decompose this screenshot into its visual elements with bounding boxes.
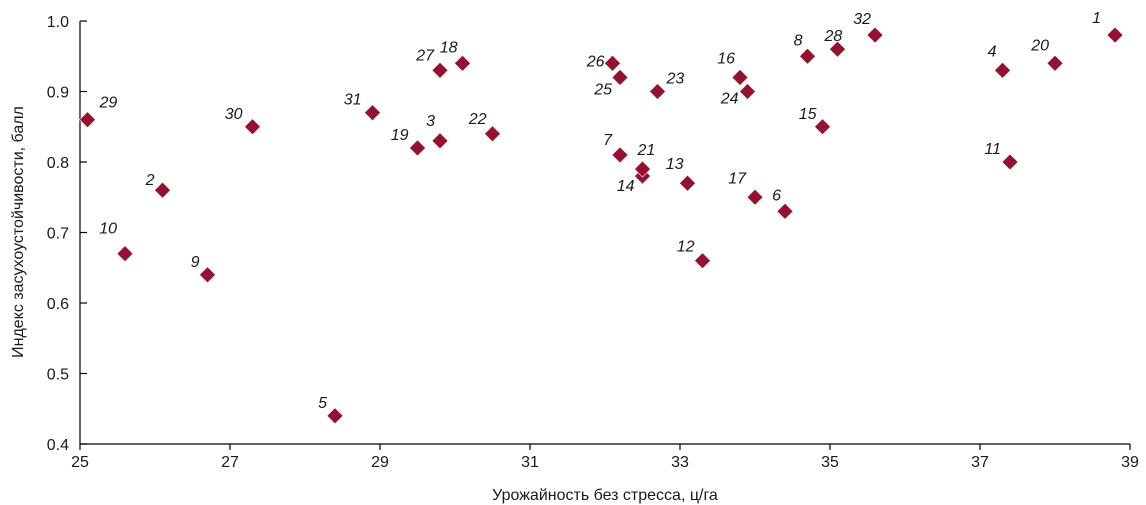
point-label: 30 — [225, 106, 243, 123]
data-point — [484, 125, 501, 143]
data-point — [634, 160, 651, 178]
point-label: 32 — [853, 11, 871, 28]
point-label: 1 — [1092, 10, 1101, 27]
point-label: 31 — [344, 92, 362, 109]
x-ticks: 25 27 29 31 33 35 37 39 — [71, 444, 1139, 471]
data-point — [731, 68, 749, 86]
point-label: 4 — [988, 43, 997, 60]
data-point — [431, 61, 449, 79]
point-labels: 1234567891011121314151617181920212223242… — [99, 10, 1102, 412]
point-label: 15 — [799, 106, 817, 123]
point-label: 22 — [468, 111, 487, 128]
data-point — [814, 118, 831, 136]
data-point — [1046, 54, 1064, 72]
point-label: 20 — [1030, 37, 1049, 54]
data-point — [1001, 153, 1019, 171]
data-point — [611, 146, 629, 164]
point-label: 10 — [99, 221, 117, 238]
y-tick-label: 1.0 — [47, 14, 69, 31]
point-label: 17 — [728, 170, 747, 187]
data-point — [1106, 26, 1124, 44]
data-point — [649, 83, 666, 100]
data-point — [611, 68, 629, 86]
point-label: 9 — [191, 254, 200, 271]
data-point — [994, 61, 1011, 79]
x-tick-label: 37 — [971, 454, 989, 471]
y-tick-label: 0.7 — [47, 226, 69, 243]
x-axis-title: Урожайность без стресса, ц/га — [492, 487, 718, 504]
x-tick-label: 31 — [521, 454, 539, 471]
data-point — [694, 252, 711, 270]
point-label: 11 — [984, 141, 1001, 158]
point-label: 28 — [824, 28, 843, 45]
point-label: 16 — [717, 50, 735, 67]
x-tick-label: 29 — [371, 454, 389, 471]
point-label: 14 — [617, 178, 635, 195]
point-label: 29 — [99, 95, 118, 112]
point-label: 5 — [318, 395, 327, 412]
point-label: 23 — [666, 71, 685, 88]
data-point — [604, 54, 621, 72]
point-label: 3 — [426, 113, 435, 130]
y-tick-label: 0.9 — [47, 85, 69, 102]
data-point — [739, 83, 756, 100]
point-label: 27 — [415, 47, 435, 64]
data-point — [454, 54, 471, 72]
data-point — [326, 407, 344, 425]
data-point — [244, 118, 261, 136]
point-label: 21 — [637, 142, 656, 159]
x-tick-label: 35 — [821, 454, 839, 471]
data-point — [409, 139, 426, 157]
point-label: 18 — [440, 39, 458, 56]
data-point — [116, 245, 134, 263]
data-point — [154, 181, 171, 199]
data-point — [829, 40, 846, 58]
data-point — [679, 174, 696, 192]
point-label: 13 — [666, 156, 684, 173]
point-label: 2 — [145, 172, 155, 189]
point-label: 24 — [720, 91, 739, 108]
x-tick-label: 25 — [71, 454, 89, 471]
data-point — [799, 47, 816, 65]
y-tick-label: 0.4 — [47, 437, 69, 454]
y-tick-label: 0.8 — [47, 155, 69, 172]
point-label: 8 — [794, 32, 803, 49]
x-tick-label: 39 — [1121, 454, 1139, 471]
y-axis-title: Индекс засухоустойчивости, балл — [10, 106, 27, 358]
data-point — [364, 104, 381, 122]
y-tick-label: 0.5 — [47, 367, 69, 384]
point-label: 6 — [772, 187, 781, 204]
point-label: 7 — [603, 132, 613, 149]
y-ticks: 0.4 0.5 0.6 0.7 0.8 0.9 1.0 — [47, 14, 87, 454]
data-point — [79, 111, 96, 129]
data-point — [776, 202, 794, 220]
point-label: 19 — [391, 127, 409, 144]
x-tick-label: 33 — [671, 454, 689, 471]
x-tick-label: 27 — [221, 454, 239, 471]
data-point — [746, 188, 764, 206]
point-label: 25 — [593, 81, 612, 98]
data-point — [199, 266, 216, 284]
y-tick-label: 0.6 — [47, 296, 69, 313]
data-point — [431, 132, 449, 150]
data-point — [866, 26, 884, 44]
point-label: 12 — [677, 239, 695, 256]
data-points — [79, 26, 1124, 425]
point-label: 26 — [586, 53, 605, 70]
